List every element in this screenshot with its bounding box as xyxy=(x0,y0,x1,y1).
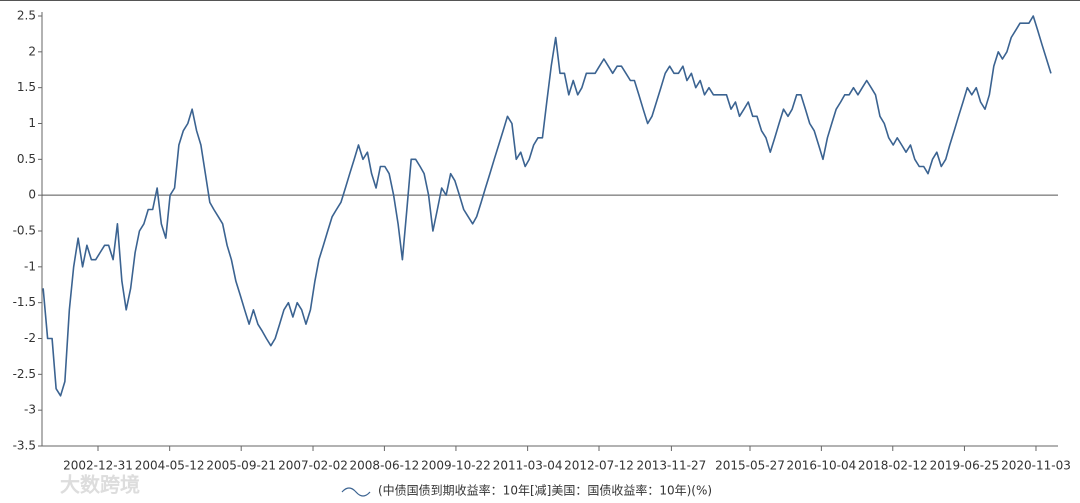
x-tick-label: 2013-11-27 xyxy=(637,459,707,473)
y-tick-label: -0.5 xyxy=(13,224,36,238)
y-tick-label: 0 xyxy=(28,188,36,202)
x-tick-label: 2009-10-22 xyxy=(421,459,491,473)
y-tick-label: -3 xyxy=(24,403,36,417)
x-tick-label: 2018-02-12 xyxy=(858,459,928,473)
x-tick-label: 2019-06-25 xyxy=(930,459,1000,473)
x-tick-label: 2004-05-12 xyxy=(135,459,205,473)
x-tick-label: 2016-10-04 xyxy=(787,459,857,473)
x-tick-label: 2008-06-12 xyxy=(350,459,420,473)
y-tick-label: 2.5 xyxy=(17,9,36,23)
x-tick-label: 2007-02-02 xyxy=(278,459,348,473)
y-tick-label: -1 xyxy=(24,259,36,273)
x-tick-label: 2002-12-31 xyxy=(63,459,133,473)
x-tick-label: 2012-07-12 xyxy=(564,459,634,473)
legend-icon xyxy=(341,487,371,497)
y-tick-label: -1.5 xyxy=(13,295,36,309)
watermark: 大数跨境 xyxy=(60,473,140,497)
y-tick-label: -2 xyxy=(24,331,36,345)
y-tick-label: 2 xyxy=(28,44,36,58)
x-tick-label: 2011-03-04 xyxy=(493,459,563,473)
y-tick-label: -3.5 xyxy=(13,439,36,453)
legend-label: (中债国债到期收益率：10年[减]美国：国债收益率：10年)(%) xyxy=(378,483,712,498)
series-line xyxy=(42,15,1052,397)
x-tick-label: 2015-05-27 xyxy=(715,459,785,473)
y-tick-label: 0.5 xyxy=(17,152,36,166)
x-tick-label: 2020-11-03 xyxy=(1001,459,1071,473)
y-tick-label: -2.5 xyxy=(13,367,36,381)
y-tick-label: 1 xyxy=(28,116,36,130)
x-tick-label: 2005-09-21 xyxy=(206,459,276,473)
y-tick-label: 1.5 xyxy=(17,80,36,94)
